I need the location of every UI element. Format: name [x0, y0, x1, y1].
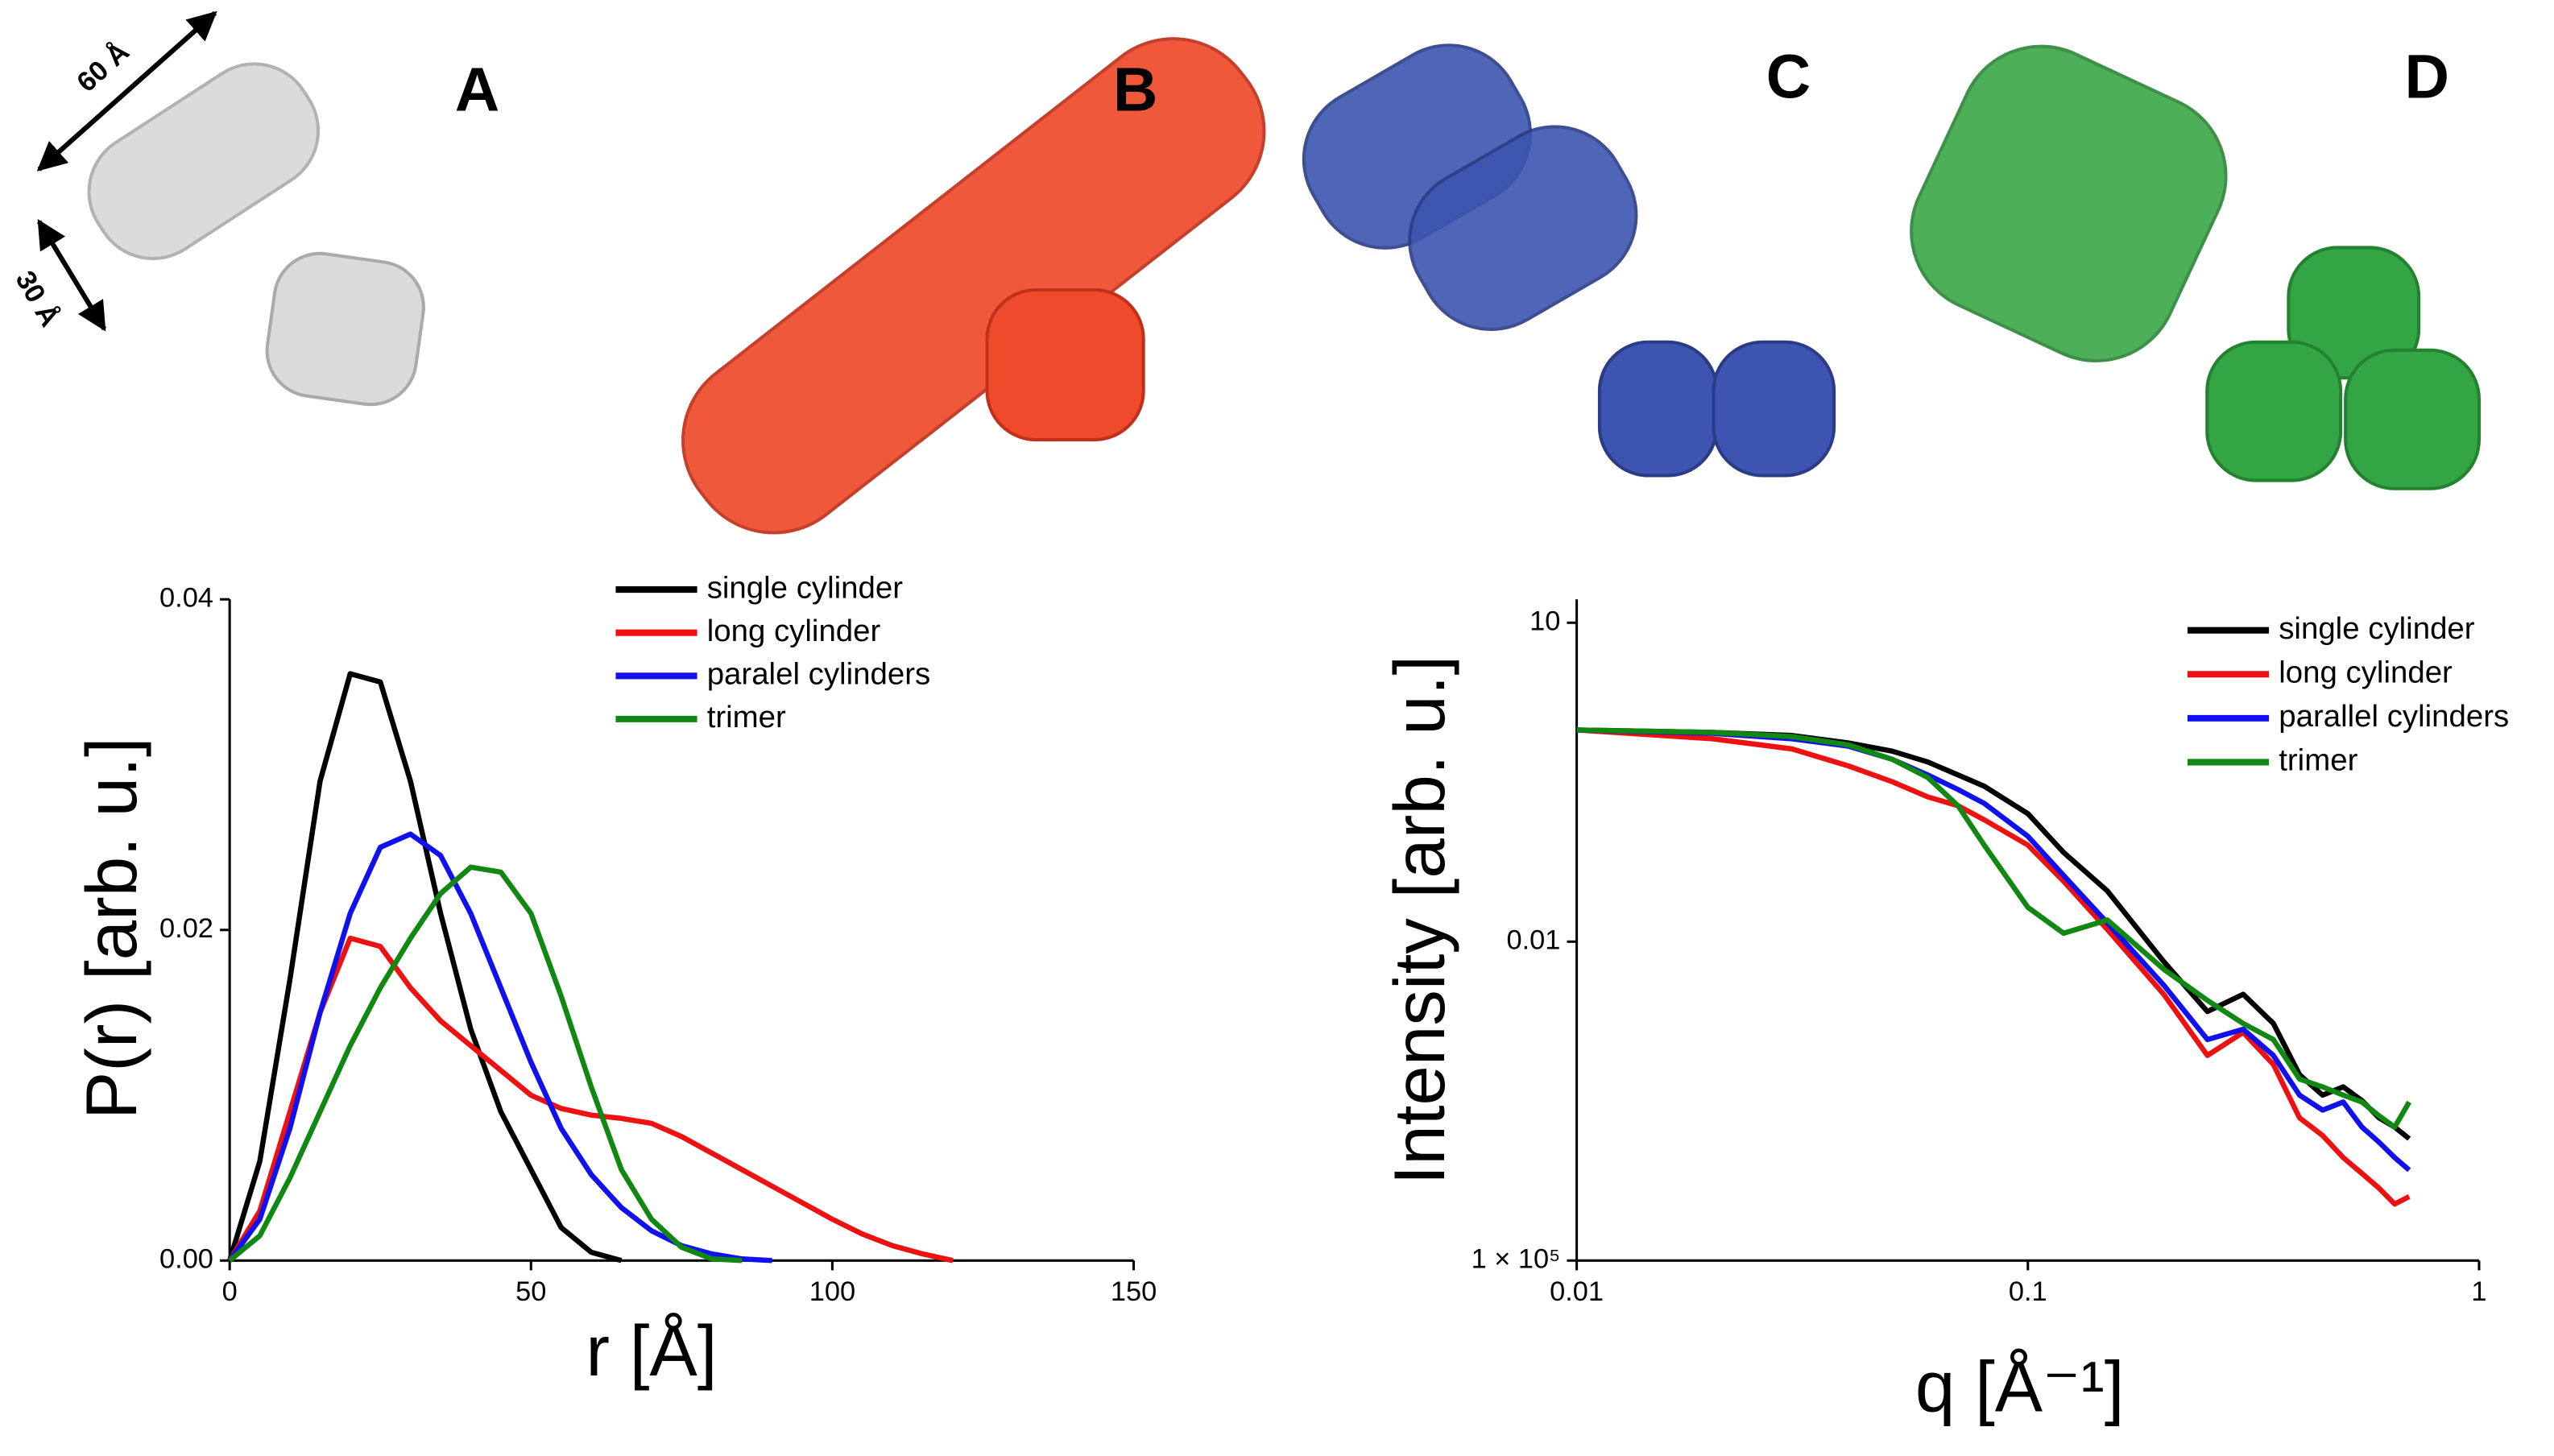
x-tick-label: 0.01: [1550, 1276, 1604, 1307]
legend-label: long cylinder: [707, 614, 881, 648]
panel-label: A: [455, 56, 499, 125]
dimension-arrow: [36, 10, 217, 172]
y-tick-label: 0.00: [159, 1243, 213, 1274]
panel-b-structures: [681, 37, 1266, 535]
series-line: [227, 671, 623, 1264]
dimension-label: 60 Å: [70, 35, 135, 98]
panel-label: D: [2405, 42, 2449, 111]
series-line: [1576, 727, 2411, 1130]
dimension-arrow: [36, 218, 107, 332]
legend-label: single cylinder: [2279, 611, 2475, 646]
x-axis-label: r [Å]: [586, 1310, 717, 1391]
series-line: [1576, 727, 2411, 1141]
legend-label: trimer: [707, 700, 786, 734]
series-line: [1576, 727, 2411, 1173]
series-line: [227, 935, 954, 1264]
legend-label: parallel cylinders: [2279, 699, 2509, 734]
panel-d-structures: [1910, 44, 2481, 490]
y-tick-label: 0.04: [159, 582, 213, 613]
x-tick-label: 100: [809, 1276, 855, 1307]
y-tick-label: 0.02: [159, 913, 213, 944]
panel-label: C: [1766, 42, 1811, 111]
y-tick-label: 10: [1530, 606, 1560, 636]
x-axis-label: q [Å⁻¹]: [1915, 1346, 2125, 1427]
x-tick-label: 0: [222, 1276, 238, 1307]
y-tick-label: 0.01: [1507, 924, 1561, 955]
x-tick-label: 150: [1111, 1276, 1157, 1307]
legend-label: paralel cylinders: [707, 656, 931, 691]
dimension-label: 30 Å: [10, 265, 67, 332]
series-line: [227, 831, 772, 1264]
x-tick-label: 0.1: [2009, 1276, 2047, 1307]
panel-c-structures: [1302, 43, 1836, 478]
x-tick-label: 50: [515, 1276, 546, 1307]
legend-label: long cylinder: [2279, 655, 2453, 689]
series-line: [1576, 727, 2411, 1207]
legend-label: single cylinder: [707, 570, 904, 605]
y-axis-label: Intensity [arb. u.]: [1379, 656, 1459, 1185]
y-tick-label: 1 × 10⁵: [1472, 1243, 1561, 1274]
legend-label: trimer: [2279, 743, 2357, 778]
panel-label: B: [1113, 56, 1157, 125]
x-tick-label: 1: [2471, 1276, 2486, 1307]
y-axis-label: P(r) [arb. u.]: [71, 737, 151, 1119]
series-line: [228, 864, 743, 1264]
